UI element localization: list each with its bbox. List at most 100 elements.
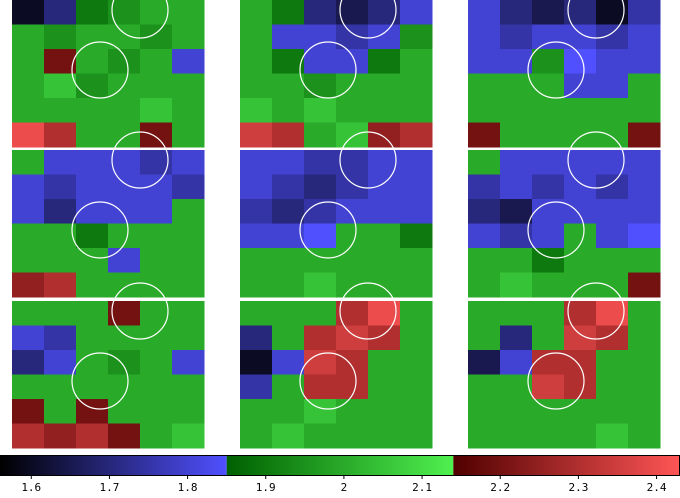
heatmap-cell: [272, 49, 305, 74]
region-circle: [527, 201, 585, 259]
heatmap-cell: [500, 0, 533, 25]
heatmap-cell: [140, 374, 173, 400]
heatmap-cell: [564, 199, 597, 224]
heatmap-cell: [304, 325, 337, 351]
heatmap-cell: [628, 223, 661, 249]
heatmap-cell: [500, 223, 533, 249]
heatmap-cell: [628, 150, 661, 175]
heatmap-cell: [500, 301, 533, 326]
heatmap-cell: [172, 49, 205, 74]
region-circle: [567, 131, 625, 189]
heatmap-cell: [12, 301, 45, 326]
heatmap-cell: [272, 399, 305, 424]
heatmap-cell: [304, 223, 337, 249]
heatmap-cell: [140, 98, 173, 123]
heatmap-cell: [336, 248, 369, 273]
heatmap-cell: [304, 24, 337, 50]
heatmap-cell: [564, 98, 597, 123]
heatmap-cell: [240, 199, 273, 224]
heatmap-cell: [596, 122, 629, 148]
heatmap-cell: [272, 374, 305, 400]
heatmap-cell: [272, 325, 305, 351]
heatmap-cell: [596, 399, 629, 424]
heatmap-cell: [336, 150, 369, 175]
region-circle: [567, 0, 625, 39]
heatmap-cell: [240, 24, 273, 50]
region-circle: [299, 201, 357, 259]
heatmap-cell: [12, 150, 45, 175]
heatmap-cell: [76, 272, 109, 298]
heatmap-cell: [240, 73, 273, 99]
heatmap-cell: [108, 350, 141, 375]
heatmap-cell: [628, 174, 661, 200]
heatmap-cell: [44, 24, 77, 50]
heatmap-cell: [12, 98, 45, 123]
region-circle: [339, 282, 397, 340]
heatmap-cell: [108, 248, 141, 273]
heatmap-cell: [596, 73, 629, 99]
heatmap-cell: [400, 73, 433, 99]
heatmap-cell: [304, 49, 337, 74]
heatmap-cell: [108, 199, 141, 224]
heatmap-cell: [368, 98, 401, 123]
heatmap-cell: [564, 150, 597, 175]
heatmap-cell: [172, 73, 205, 99]
heatmap-cell: [172, 98, 205, 123]
heatmap-cell: [44, 223, 77, 249]
heatmap-cell: [368, 374, 401, 400]
heatmap-cell: [628, 49, 661, 74]
heatmap-cell: [76, 374, 109, 400]
heatmap-cell: [368, 399, 401, 424]
heatmap-cell: [532, 98, 565, 123]
heatmap-cell: [400, 248, 433, 273]
heatmap-cell: [500, 73, 533, 99]
heatmap-cell: [76, 73, 109, 99]
heatmap-cell: [628, 399, 661, 424]
heatmap-cell: [240, 49, 273, 74]
heatmap-cell: [368, 73, 401, 99]
heatmap-cell: [272, 301, 305, 326]
heatmap-cell: [12, 73, 45, 99]
heatmap-cell: [172, 199, 205, 224]
heatmap-cell: [628, 0, 661, 25]
heatmap-cell: [532, 174, 565, 200]
heatmap-cell: [76, 248, 109, 273]
heatmap-cell: [532, 248, 565, 273]
heatmap-cell: [368, 223, 401, 249]
heatmap-cell: [628, 248, 661, 273]
region-circle: [71, 352, 129, 410]
colorbar-tick-label: 2.4: [647, 481, 667, 494]
heatmap-cell: [628, 199, 661, 224]
heatmap-cell: [564, 49, 597, 74]
heatmap-cell: [468, 223, 501, 249]
heatmap-cell: [564, 399, 597, 424]
heatmap-cell: [336, 98, 369, 123]
region-circle: [71, 41, 129, 99]
heatmap-cell: [304, 423, 337, 449]
heatmap-cell: [140, 73, 173, 99]
heatmap-cell: [596, 423, 629, 449]
colorbar-tick-label: 2.2: [490, 481, 510, 494]
heatmap-cell: [172, 24, 205, 50]
heatmap-cell: [304, 122, 337, 148]
heatmap-cell: [468, 73, 501, 99]
heatmap-cell: [400, 24, 433, 50]
heatmap-cell: [108, 122, 141, 148]
region-circle: [299, 41, 357, 99]
heatmap-cell: [532, 150, 565, 175]
heatmap-cell: [500, 350, 533, 375]
heatmap-cell: [240, 423, 273, 449]
heatmap-panel: [468, 282, 661, 449]
heatmap-cell: [240, 399, 273, 424]
heatmap-cell: [272, 272, 305, 298]
heatmap-cell: [44, 325, 77, 351]
heatmap-cell: [500, 272, 533, 298]
heatmap-cell: [108, 423, 141, 449]
heatmap-cell: [532, 399, 565, 424]
heatmap-cell: [368, 49, 401, 74]
heatmap-cell: [500, 423, 533, 449]
heatmap-cell: [108, 174, 141, 200]
heatmap-cell: [304, 248, 337, 273]
heatmap-cell: [532, 223, 565, 249]
heatmap-cell: [532, 374, 565, 400]
